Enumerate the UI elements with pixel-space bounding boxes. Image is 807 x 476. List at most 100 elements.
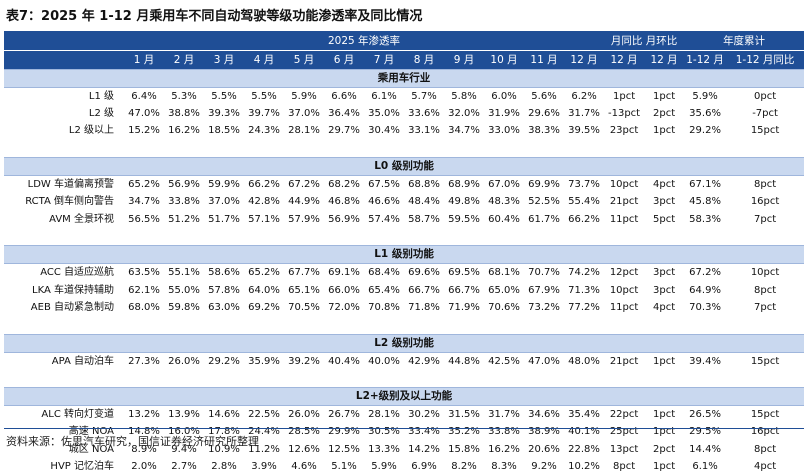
cell-month-value: 32.0% xyxy=(448,107,480,119)
cell-month-value: 33.6% xyxy=(408,107,440,119)
header-annual-yoy: 1-12 月同比 xyxy=(726,50,805,69)
cell-month-value: 40.4% xyxy=(328,355,360,367)
cell-month-value: 5.8% xyxy=(451,90,477,102)
row-label: APA 自动泊车 xyxy=(51,355,114,367)
cell-annual: 26.5% xyxy=(689,408,721,420)
row-label: AVM 全景环视 xyxy=(49,213,114,225)
cell-month-value: 47.0% xyxy=(528,355,560,367)
cell-month-value: 33.8% xyxy=(168,196,200,208)
cell-month-value: 70.6% xyxy=(488,302,520,314)
cell-month-value: 69.6% xyxy=(408,267,440,279)
cell-yoy: 21pct xyxy=(609,355,639,367)
cell-yoy: 11pct xyxy=(609,302,639,314)
cell-month-value: 61.7% xyxy=(528,213,560,225)
table-row: RCTA 倒车侧向警告 34.7% 33.8% 37.0% 42.8% 44.9% 46.8… xyxy=(4,193,804,211)
cell-annual: 29.2% xyxy=(689,125,721,137)
cell-month-value: 5.3% xyxy=(171,90,197,102)
cell-annual: 70.3% xyxy=(689,302,721,314)
cell-month-value: 2.7% xyxy=(171,461,197,473)
cell-month-value: 46.6% xyxy=(368,196,400,208)
cell-month-value: 5.9% xyxy=(291,90,317,102)
cell-month-value: 59.9% xyxy=(208,178,240,190)
cell-month-value: 9.4% xyxy=(171,443,197,455)
cell-month-value: 31.5% xyxy=(448,408,480,420)
row-label: RCTA 倒车侧向警告 xyxy=(25,196,114,208)
row-label: 高速 NOA xyxy=(68,426,114,438)
header-yoy: 12 月 xyxy=(604,50,645,69)
cell-month-value: 51.2% xyxy=(168,213,200,225)
cell-month-value: 37.0% xyxy=(288,107,320,119)
cell-month-value: 14.2% xyxy=(408,443,440,455)
cell-month-value: 56.9% xyxy=(328,213,360,225)
cell-month-value: 34.7% xyxy=(128,196,160,208)
cell-month-value: 44.9% xyxy=(288,196,320,208)
cell-month-value: 29.7% xyxy=(328,125,360,137)
cell-annual: 39.4% xyxy=(689,355,721,367)
cell-month-value: 29.9% xyxy=(328,426,360,438)
row-label: L1 级 xyxy=(88,90,114,102)
cell-month-value: 2.8% xyxy=(211,461,237,473)
cell-month-value: 10.2% xyxy=(568,461,600,473)
cell-month-value: 33.4% xyxy=(408,426,440,438)
row-label: LKA 车道保持辅助 xyxy=(32,284,114,296)
section-title: L1 级别功能 xyxy=(4,245,805,265)
header-group-yoy-mom: 月同比 月环比 xyxy=(604,31,685,51)
cell-annual: 6.1% xyxy=(692,461,718,473)
cell-month-value: 57.9% xyxy=(288,213,320,225)
cell-annual-yoy: 16pct xyxy=(750,196,780,208)
cell-month-value: 26.0% xyxy=(168,355,200,367)
cell-month-value: 63.5% xyxy=(128,267,160,279)
cell-annual: 45.8% xyxy=(689,196,721,208)
cell-month-value: 16.0% xyxy=(168,426,200,438)
table-row: L1 级 6.4% 5.3% 5.5% 5.5% 5.9% 6.6% 6.1% 5.7% 5.8%… xyxy=(4,87,804,105)
cell-month-value: 11.2% xyxy=(248,443,280,455)
cell-month-value: 34.7% xyxy=(448,125,480,137)
cell-month-value: 20.6% xyxy=(528,443,560,455)
cell-month-value: 47.0% xyxy=(128,107,160,119)
cell-month-value: 30.5% xyxy=(368,426,400,438)
cell-month-value: 58.6% xyxy=(208,267,240,279)
cell-annual-yoy: 15pct xyxy=(750,408,780,420)
table-row: AVM 全景环视 56.5% 51.2% 51.7% 57.1% 57.9% 56.9% 57… xyxy=(4,211,804,229)
header-month: 8 月 xyxy=(404,50,444,69)
cell-month-value: 71.8% xyxy=(408,302,440,314)
cell-month-value: 14.6% xyxy=(208,408,240,420)
cell-month-value: 49.8% xyxy=(448,196,480,208)
cell-month-value: 31.7% xyxy=(568,107,600,119)
cell-month-value: 67.7% xyxy=(288,267,320,279)
cell-month-value: 30.2% xyxy=(408,408,440,420)
section-gap-cell xyxy=(4,317,804,335)
bottom-divider xyxy=(4,428,804,429)
cell-month-value: 57.8% xyxy=(208,284,240,296)
cell-month-value: 67.5% xyxy=(368,178,400,190)
cell-yoy: 25pct xyxy=(609,426,639,438)
cell-month-value: 65.2% xyxy=(248,267,280,279)
table-row: 高速 NOA 14.8% 16.0% 17.8% 24.4% 28.5% 29.9% 30.5… xyxy=(4,423,804,441)
cell-month-value: 22.5% xyxy=(248,408,280,420)
header-group-2025: 2025 年渗透率 xyxy=(124,31,605,51)
cell-month-value: 68.9% xyxy=(448,178,480,190)
cell-month-value: 34.6% xyxy=(528,408,560,420)
cell-month-value: 65.0% xyxy=(488,284,520,296)
header-month: 9 月 xyxy=(444,50,484,69)
cell-month-value: 5.5% xyxy=(211,90,237,102)
header-month: 10 月 xyxy=(484,50,524,69)
cell-month-value: 17.8% xyxy=(208,426,240,438)
cell-month-value: 42.5% xyxy=(488,355,520,367)
cell-mom: 4pct xyxy=(652,178,676,190)
table-row: ALC 转向灯变道 13.2% 13.9% 14.6% 22.5% 26.0% 26.7% 2… xyxy=(4,405,804,423)
section-header-row: 乘用车行业 xyxy=(4,68,805,88)
header-month: 7 月 xyxy=(364,50,404,69)
cell-month-value: 62.1% xyxy=(128,284,160,296)
cell-month-value: 65.1% xyxy=(288,284,320,296)
header-row-groups: 2025 年渗透率 月同比 月环比 年度累计 xyxy=(4,31,805,51)
row-label: ACC 自适应巡航 xyxy=(40,267,114,279)
cell-month-value: 38.8% xyxy=(168,107,200,119)
cell-month-value: 52.5% xyxy=(528,196,560,208)
table-body: 乘用车行业 L1 级 6.4% 5.3% 5.5% 5.5% 5.9% 6.6% 6.1% 5.7… xyxy=(4,68,805,476)
cell-annual-yoy: 8pct xyxy=(753,178,777,190)
cell-month-value: 37.0% xyxy=(208,196,240,208)
section-gap-cell xyxy=(4,370,804,388)
table-row: ACC 自适应巡航 63.5% 55.1% 58.6% 65.2% 67.7% 69.1% 6… xyxy=(4,264,804,282)
cell-annual-yoy: 0pct xyxy=(753,90,777,102)
